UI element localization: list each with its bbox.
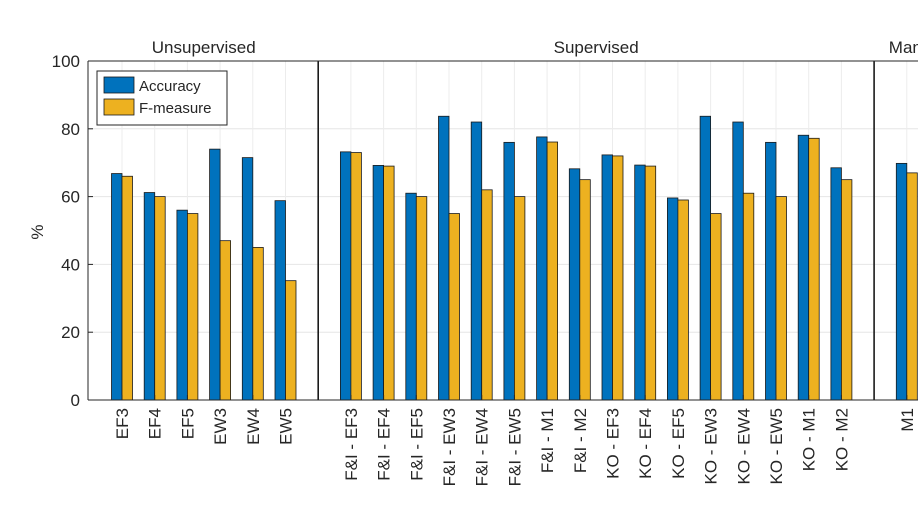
- x-tick-label: EF5: [178, 408, 197, 439]
- x-tick-label: KO - EW3: [702, 408, 721, 485]
- f-measure-bar: [612, 155, 624, 401]
- x-tick-label: KO - M1: [800, 408, 819, 471]
- accuracy-bar: [470, 121, 483, 401]
- f-measure-bar: [579, 179, 591, 401]
- accuracy-bar: [209, 148, 221, 401]
- x-tick-label: F&I - EW4: [473, 408, 492, 486]
- y-tick-label: 0: [71, 391, 80, 410]
- x-tick-label: KO - M2: [832, 408, 851, 471]
- accuracy-bar: [699, 115, 711, 401]
- f-measure-bar: [285, 280, 297, 401]
- accuracy-bar: [405, 192, 417, 401]
- accuracy-bar: [568, 168, 581, 401]
- accuracy-bar: [274, 200, 286, 401]
- f-measure-bar: [644, 165, 657, 401]
- f-measure-bar: [415, 196, 428, 401]
- f-measure-bar: [742, 192, 755, 401]
- group-separators: [317, 61, 875, 400]
- f-measure-bar: [841, 179, 853, 401]
- f-measure-bar: [121, 175, 133, 401]
- x-tick-label: KO - EF3: [604, 408, 623, 479]
- group-labels: Unsupervised Supervised Man: [152, 38, 918, 57]
- accuracy-bar: [372, 165, 385, 401]
- y-tick-label: 100: [52, 52, 80, 71]
- group-label: Supervised: [554, 38, 639, 57]
- accuracy-bar: [143, 192, 156, 401]
- f-measure-bar: [186, 213, 199, 401]
- f-measure-bar: [808, 137, 820, 401]
- group-label: Man: [889, 38, 918, 57]
- x-tick-label: F&I - EF3: [342, 408, 361, 481]
- x-tick-label: F&I - EW3: [440, 408, 459, 486]
- x-tick-label: EW5: [277, 408, 296, 445]
- bars: [111, 115, 918, 401]
- x-tick-label: F&I - EF5: [407, 408, 426, 481]
- group-label: Unsupervised: [152, 38, 256, 57]
- x-tick-label: EW3: [211, 408, 230, 445]
- y-tick-label: 80: [61, 120, 80, 139]
- accuracy-bar: [732, 121, 744, 401]
- axes: [87, 60, 918, 401]
- accuracy-bar: [536, 136, 548, 401]
- x-tick-label: KO - EF5: [669, 408, 688, 479]
- f-measure-bar: [775, 196, 787, 401]
- f-measure-bar: [219, 240, 232, 401]
- f-measure-bar: [154, 196, 166, 401]
- f-measure-bar: [546, 141, 558, 401]
- legend-swatch: [103, 76, 135, 94]
- x-tick-label: F&I - EF4: [375, 408, 394, 481]
- f-measure-bar: [481, 189, 493, 401]
- x-tick-labels: EF3 EF4 EF5 EW3 EW4 EW5 F&I - EF3 F&I - EF4 F&I …: [113, 395, 917, 486]
- accuracy-bar: [667, 197, 679, 401]
- accuracy-bar: [241, 157, 254, 401]
- accuracy-bar: [438, 115, 450, 401]
- y-axis-label: %: [28, 224, 47, 239]
- accuracy-bar: [503, 141, 515, 401]
- accuracy-bar: [111, 173, 123, 401]
- f-measure-bar: [252, 247, 264, 401]
- legend-entry: Accuracy: [139, 78, 201, 95]
- accuracy-bar: [176, 209, 188, 401]
- f-measure-bar: [710, 213, 722, 401]
- legend-entry: F-measure: [139, 100, 212, 117]
- x-tick-label: KO - EF4: [636, 408, 655, 479]
- x-tick-label: KO - EW5: [767, 408, 786, 485]
- y-tick-label: 60: [61, 188, 80, 207]
- x-tick-label: M1: [898, 408, 917, 432]
- x-tick-label: F&I - M2: [571, 408, 590, 473]
- y-tick-labels: 0 20 40 60 80 100: [52, 52, 93, 410]
- x-tick-label: F&I - EW5: [505, 408, 524, 486]
- x-tick-label: EF3: [113, 408, 132, 439]
- accuracy-bar: [830, 167, 842, 401]
- f-measure-bar: [448, 213, 460, 401]
- legend-swatch: [103, 98, 135, 116]
- accuracy-bar: [634, 164, 646, 401]
- x-tick-label: EW4: [244, 408, 263, 445]
- f-measure-bar: [383, 165, 395, 401]
- accuracy-bar: [797, 134, 810, 401]
- accuracy-bar: [765, 141, 777, 401]
- f-measure-bar: [350, 152, 362, 401]
- y-tick-label: 20: [61, 323, 80, 342]
- f-measure-bar: [677, 199, 689, 401]
- f-measure-bar: [906, 172, 918, 401]
- x-tick-label: EF4: [146, 408, 165, 439]
- f-measure-bar: [514, 196, 526, 401]
- legend: Accuracy F-measure: [96, 70, 228, 126]
- accuracy-bar: [601, 154, 613, 401]
- x-tick-label: KO - EW4: [734, 408, 753, 485]
- x-tick-label: F&I - M1: [538, 408, 557, 473]
- y-tick-label: 40: [61, 255, 80, 274]
- accuracy-bar: [895, 162, 908, 401]
- accuracy-bar: [339, 151, 352, 401]
